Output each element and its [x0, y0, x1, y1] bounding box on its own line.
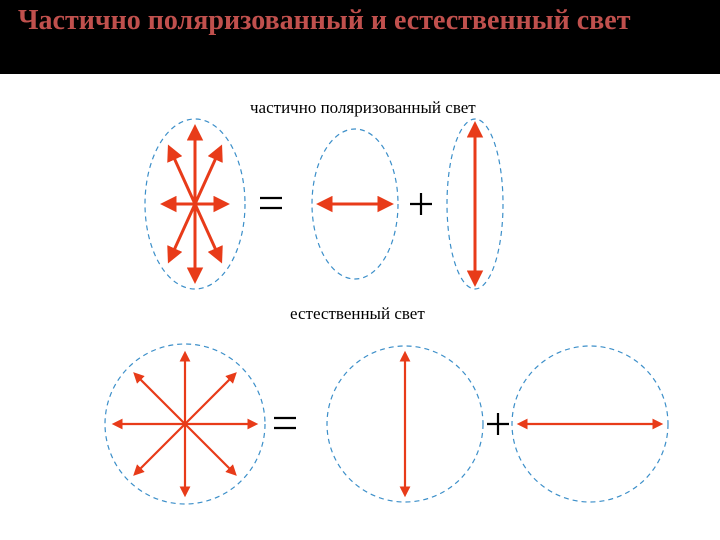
natural-plus: [487, 413, 509, 435]
header-bar: Частично поляризованный и естественный с…: [0, 0, 720, 74]
partial-vertical: [447, 119, 503, 289]
natural-vertical: [327, 346, 483, 502]
natural-star: [105, 344, 265, 504]
partial-plus: [410, 193, 432, 215]
natural-equals: [274, 418, 296, 428]
diagram-area: частично поляризованный свет естественны…: [0, 74, 720, 540]
page-title: Частично поляризованный и естественный с…: [18, 6, 702, 37]
partial-equals: [260, 198, 282, 208]
partial-star: [145, 119, 245, 289]
natural-horizontal: [512, 346, 668, 502]
diagram-svg: [0, 74, 720, 540]
partial-horizontal: [312, 129, 398, 279]
